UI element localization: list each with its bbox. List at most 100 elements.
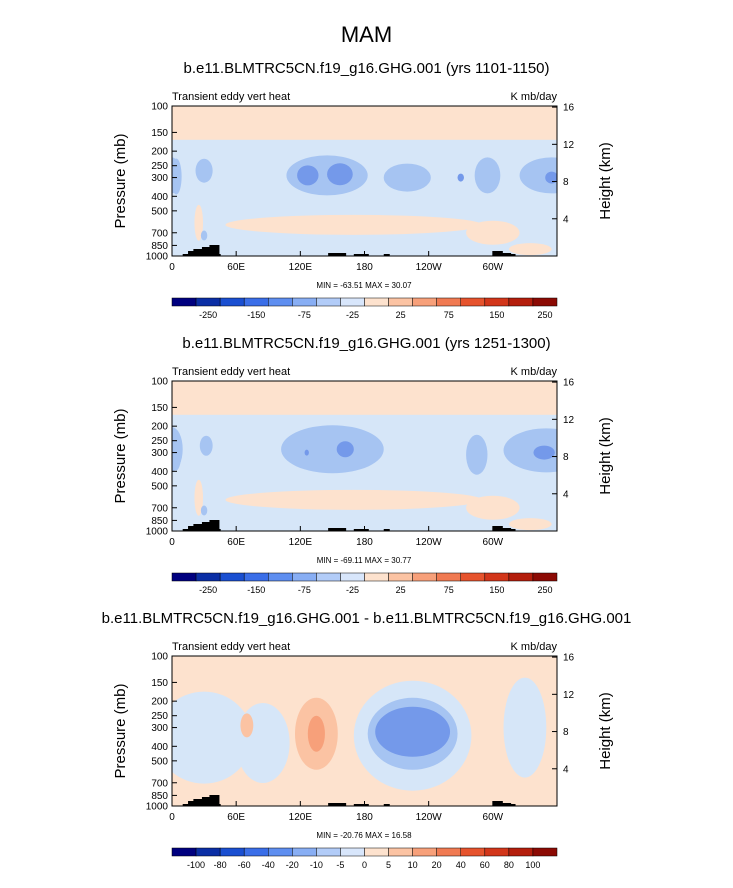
field-jet-negative (172, 157, 181, 194)
terrain-block (328, 803, 347, 806)
terrain-block (353, 254, 369, 256)
terrain-block (201, 247, 216, 256)
y-tick-label: 700 (151, 778, 168, 789)
y-tick-label: 150 (151, 678, 168, 689)
y-tick-label: 400 (151, 192, 168, 203)
colorbar-box (243, 847, 269, 857)
y2-tick-label: 8 (563, 177, 569, 188)
x-tick-label: 120E (289, 812, 313, 823)
y2-tick-label: 12 (563, 415, 575, 426)
colorbar-label: -60 (238, 860, 251, 870)
field-jet-negative (383, 163, 431, 192)
y-tick-label: 1000 (146, 527, 169, 538)
y-tick-label: 1000 (146, 802, 169, 813)
field-core-negative (336, 441, 354, 458)
terrain-block (193, 799, 206, 806)
field-jet-negative (172, 427, 183, 472)
x-tick-label: 180 (356, 262, 373, 273)
panel-3-title: b.e11.BLMTRC5CN.f19_g16.GHG.001 - b.e11.… (101, 610, 632, 627)
min-max-text: MIN = -69.11 MAX = 30.77 (317, 556, 412, 565)
field-core-negative (457, 173, 464, 182)
y-tick-label: 150 (151, 403, 168, 414)
field-negative-west (172, 691, 253, 784)
colorbar-box (195, 847, 221, 857)
field-positive-small (240, 713, 254, 738)
field-core-negative (545, 171, 557, 184)
y-tick-label: 100 (151, 102, 168, 113)
terrain-block (328, 528, 347, 531)
y2-tick-label: 4 (563, 489, 569, 500)
colorbar-box (171, 572, 197, 582)
variable-label: Transient eddy vert heat (172, 91, 290, 103)
colorbar-box (364, 847, 389, 857)
colorbar-box (388, 572, 413, 582)
colorbar-box (243, 572, 269, 582)
y-tick-label: 300 (151, 448, 168, 459)
colorbar-box (316, 297, 341, 307)
y-axis-title: Pressure (mb) (112, 133, 129, 228)
colorbar-box (484, 572, 510, 582)
colorbar-label: 100 (525, 860, 540, 870)
y-tick-label: 850 (151, 241, 168, 252)
panel-1-title: b.e11.BLMTRC5CN.f19_g16.GHG.001 (yrs 110… (183, 60, 550, 77)
colorbar-box (219, 847, 245, 857)
x-tick-label: 120W (416, 262, 443, 273)
field-core-negative (533, 445, 555, 460)
min-max-text: MIN = -63.51 MAX = 30.07 (316, 281, 412, 290)
colorbar-box (195, 297, 221, 307)
colorbar-label: 150 (489, 585, 504, 595)
x-tick-label: 60E (227, 262, 245, 273)
colorbar-label: 75 (444, 310, 454, 320)
colorbar-label: 60 (480, 860, 490, 870)
colorbar-label: -150 (247, 585, 265, 595)
field-small-negative (200, 230, 208, 241)
y-tick-label: 500 (151, 206, 168, 217)
y-tick-label: 200 (151, 147, 168, 158)
field-lower-positive-east (466, 220, 520, 245)
colorbar-box (436, 572, 461, 582)
colorbar-box (316, 847, 341, 857)
units-label: K mb/day (511, 641, 558, 653)
colorbar-label: -100 (187, 860, 205, 870)
field-core-negative (304, 449, 309, 456)
colorbar-box (484, 847, 510, 857)
colorbar-label: 5 (386, 860, 391, 870)
colorbar-box (412, 847, 437, 857)
colorbar-label: -250 (199, 585, 217, 595)
colorbar-box (243, 297, 269, 307)
colorbar-box (532, 297, 558, 307)
field-strat-positive (172, 381, 557, 415)
panel-3-field (172, 656, 557, 806)
x-tick-label: 0 (169, 812, 175, 823)
colorbar-box (292, 572, 317, 582)
colorbar-label: 10 (408, 860, 418, 870)
y-tick-label: 200 (151, 697, 168, 708)
y2-axis-title: Height (km) (597, 142, 614, 220)
field-lower-positive-west (194, 479, 204, 516)
field-lower-positive (225, 214, 483, 235)
colorbar-label: -80 (214, 860, 227, 870)
y-tick-label: 1000 (146, 252, 169, 263)
min-max-text: MIN = -20.76 MAX = 16.58 (316, 831, 412, 840)
colorbar-box (412, 572, 437, 582)
colorbar-box (460, 847, 486, 857)
x-tick-label: 0 (169, 262, 175, 273)
field-lower-positive (225, 489, 483, 510)
colorbar-box (508, 572, 534, 582)
field-jet-negative (519, 157, 557, 194)
y-tick-label: 100 (151, 652, 168, 663)
field-jet-negative (466, 434, 488, 475)
panel-2-field (172, 381, 557, 531)
colorbar-label: 75 (444, 585, 454, 595)
panel-1-field (172, 106, 557, 256)
colorbar-box (532, 572, 558, 582)
colorbar-label: -10 (310, 860, 323, 870)
colorbar-label: 0 (362, 860, 367, 870)
x-tick-label: 60W (483, 262, 504, 273)
field-lower-positive-far-east (508, 518, 552, 531)
colorbar-box (532, 847, 558, 857)
panel-2-title: b.e11.BLMTRC5CN.f19_g16.GHG.001 (yrs 125… (182, 335, 551, 352)
colorbar-label: -40 (262, 860, 275, 870)
y-tick-label: 150 (151, 128, 168, 139)
